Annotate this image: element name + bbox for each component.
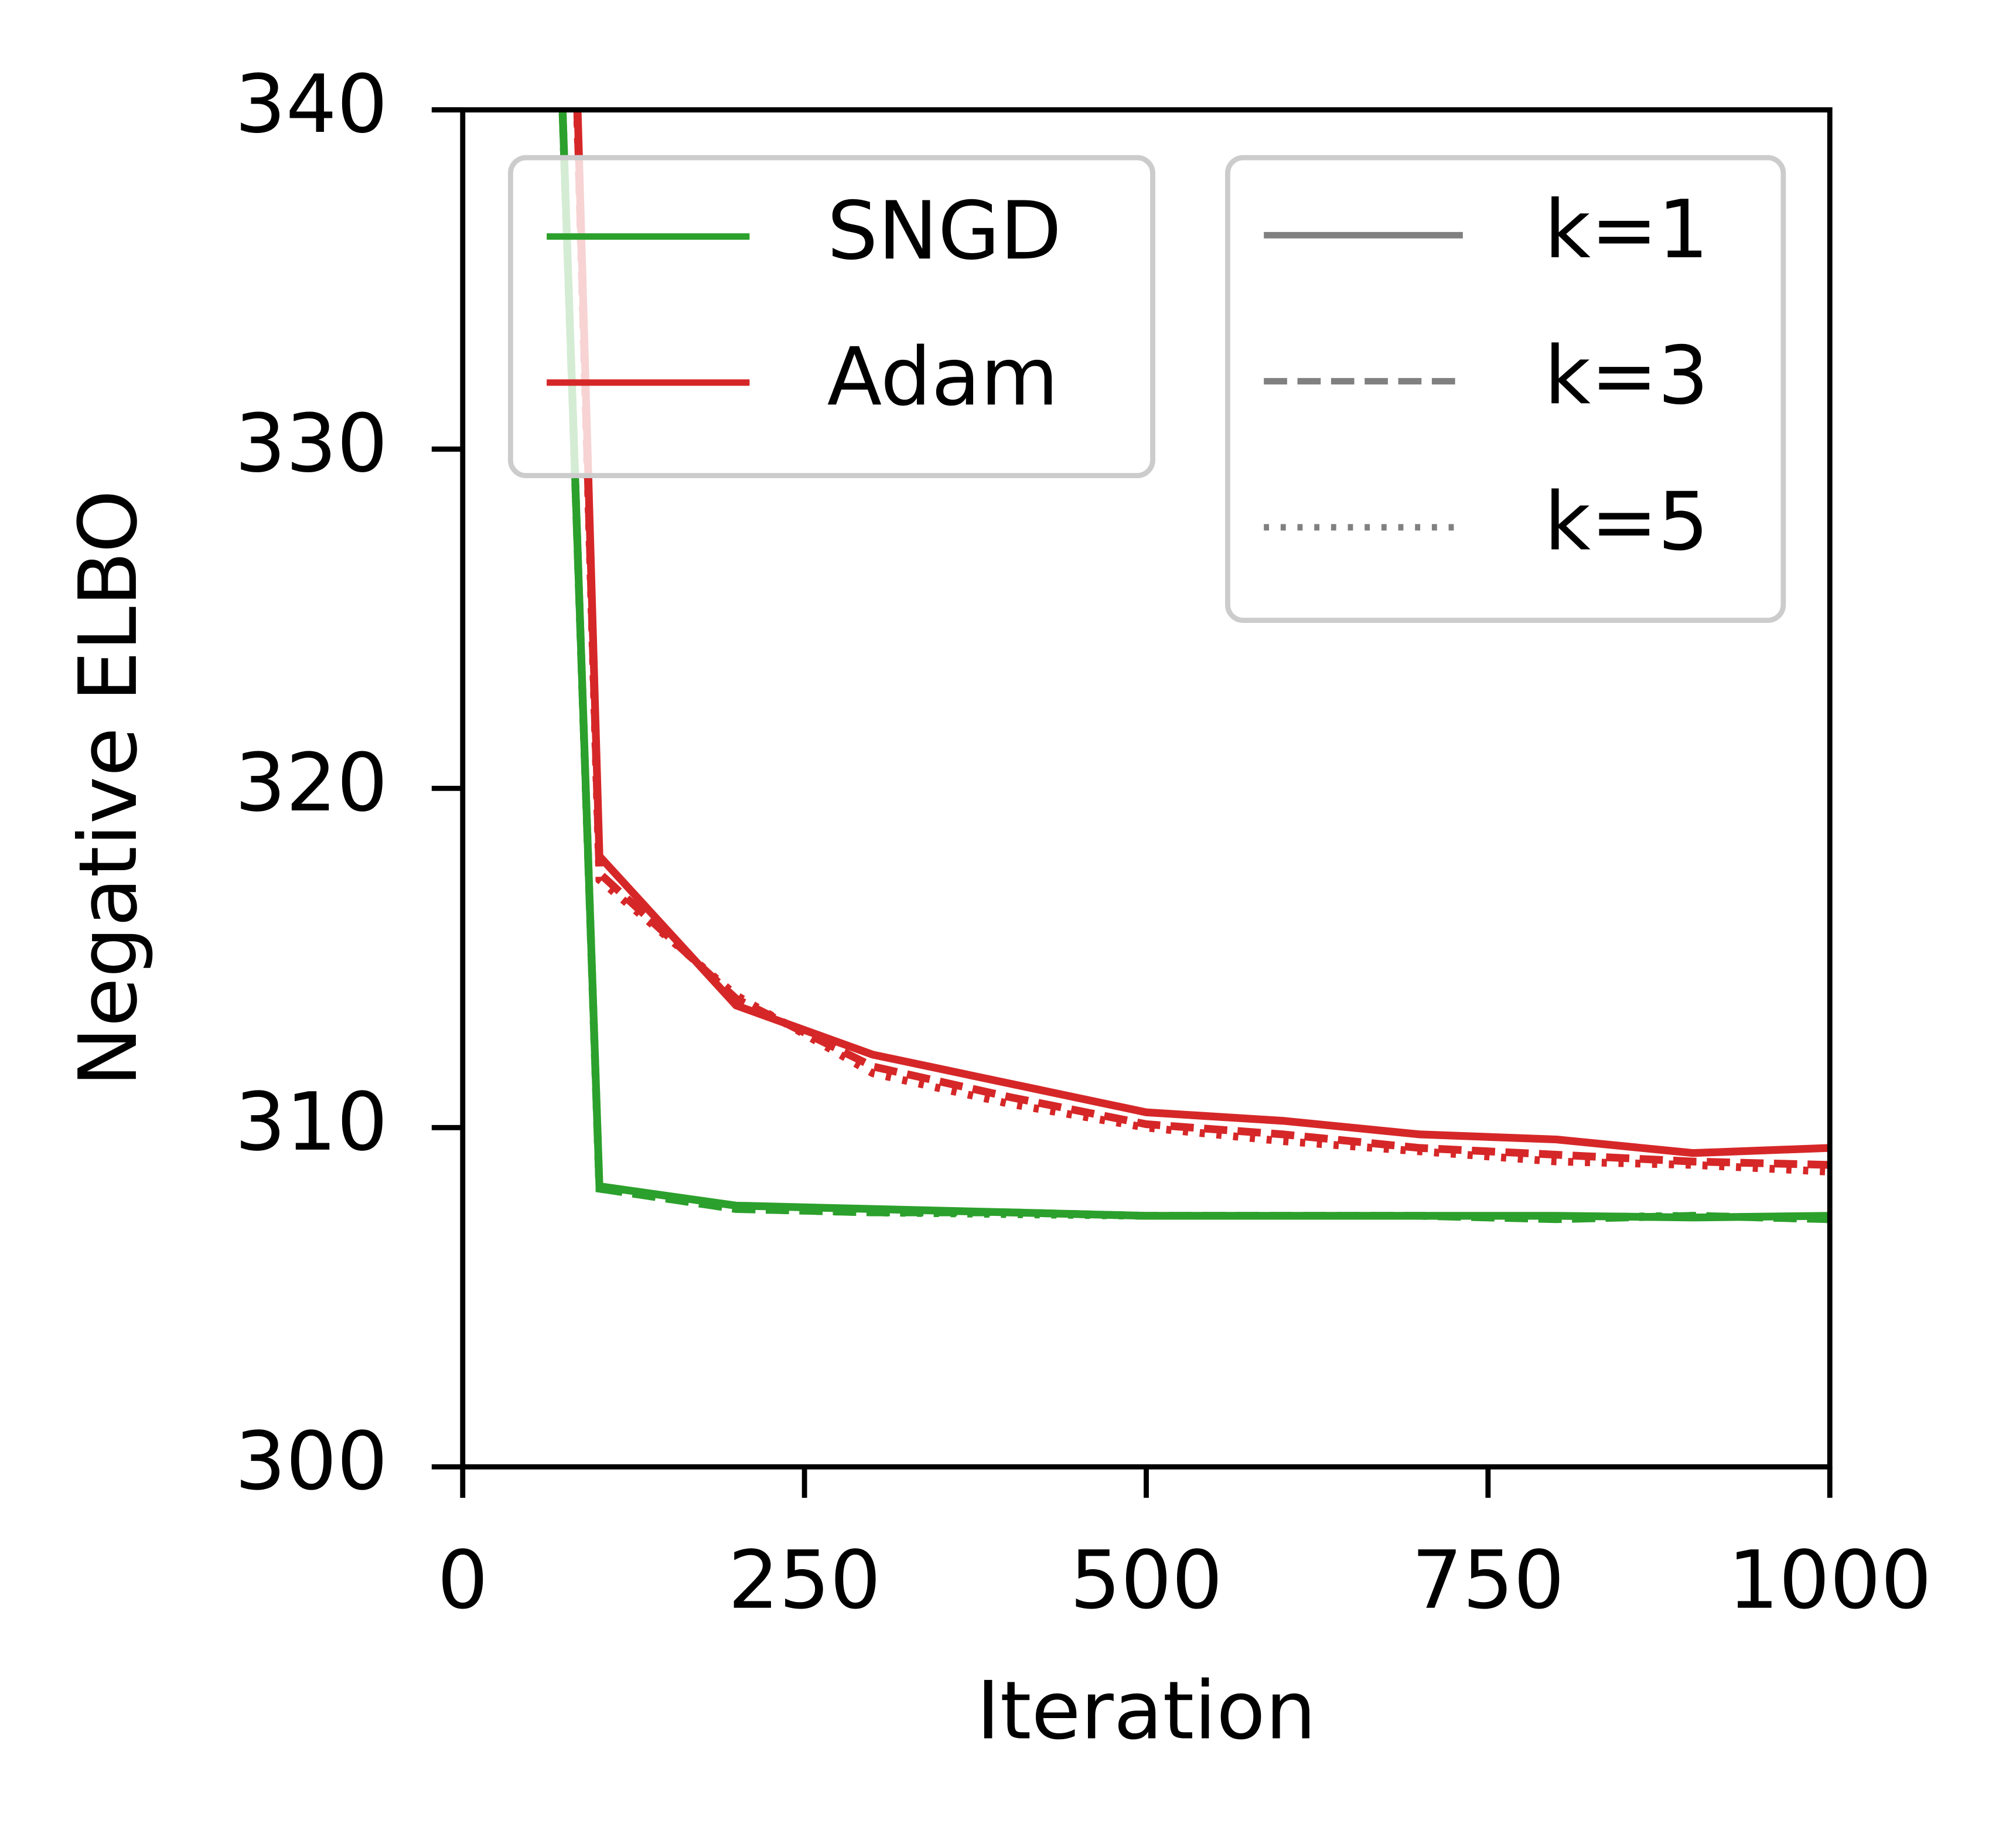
x-tick-label: 750 (1411, 1534, 1564, 1627)
x-axis-label: Iteration (976, 1665, 1316, 1758)
y-tick-label: 330 (235, 397, 388, 490)
legend-label: k=1 (1544, 183, 1709, 277)
series-line (558, 110, 1830, 1224)
legend-box (1225, 155, 1786, 623)
y-tick-label: 310 (235, 1076, 388, 1169)
x-tick-label: 1000 (1728, 1534, 1932, 1627)
x-tick-label: 250 (728, 1534, 881, 1627)
y-tick-label: 320 (235, 737, 388, 830)
legend-label: Adam (827, 330, 1059, 424)
y-tick-label: 340 (235, 58, 388, 151)
x-tick-label: 0 (437, 1534, 488, 1627)
legend-label: SNGD (827, 185, 1062, 278)
plot-lines (558, 110, 1830, 1224)
x-tick-label: 500 (1070, 1534, 1223, 1627)
legend-label: k=5 (1544, 475, 1709, 568)
y-axis-label: Negative ELBO (62, 490, 155, 1087)
legend-label: k=3 (1544, 329, 1709, 422)
series-line (573, 110, 1830, 1176)
y-tick-label: 300 (235, 1415, 388, 1508)
